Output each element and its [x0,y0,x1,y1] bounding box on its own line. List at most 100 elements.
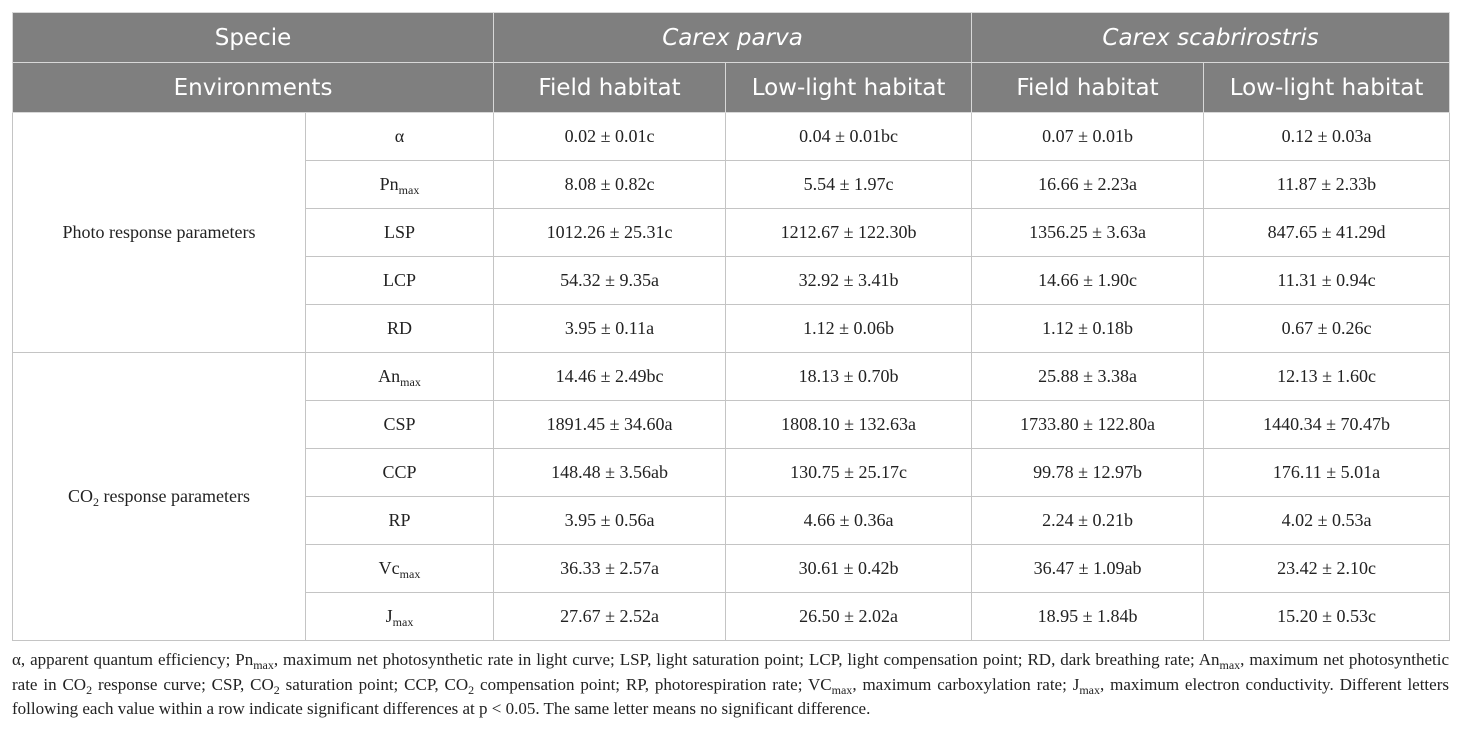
group-cell: Photo response parameters [12,112,306,353]
text-run: Vc [378,558,400,578]
text-run: , maximum net photosynthetic rate in lig… [273,650,1220,669]
text-run: , maximum carboxylation rate; J [852,674,1080,694]
param-cell: LCP [304,256,495,305]
value-cell: 36.47 ± 1.09ab [971,544,1205,593]
value-cell: 99.78 ± 12.97b [971,448,1205,497]
text-run: α [394,126,405,146]
data-row: CSP 1891.45 ± 34.60a 1808.10 ± 132.63a 1733… [13,400,1451,449]
subscript: 2 [93,495,100,509]
value-cell: 1356.25 ± 3.63a [971,208,1205,257]
param-cell: CCP [304,448,495,497]
value-cell: 1212.67 ± 122.30b [725,208,973,257]
value-cell: 130.75 ± 25.17c [725,448,973,497]
param-cell: RD [304,304,495,353]
value-cell: 0.04 ± 0.01bc [725,112,973,161]
header-row: Specie Carex parva Carex scabrirostris [11,12,1451,63]
value-cell: 847.65 ± 41.29d [1203,208,1451,257]
value-cell: 18.13 ± 0.70b [725,352,973,401]
value-cell: 54.32 ± 9.35a [493,256,727,305]
text-run: response curve; CSP, CO [92,674,274,694]
header-cell: Environments [11,62,495,113]
value-cell: 1.12 ± 0.06b [725,304,973,353]
value-cell: 14.46 ± 2.49bc [493,352,727,401]
value-cell: 32.92 ± 3.41b [725,256,973,305]
value-cell: 11.31 ± 0.94c [1203,256,1451,305]
value-cell: 0.02 ± 0.01c [493,112,727,161]
table: Specie Carex parva Carex scabrirostris E… [11,12,1451,641]
value-cell: 11.87 ± 2.33b [1203,160,1451,209]
value-cell: 14.66 ± 1.90c [971,256,1205,305]
group-cell: CO2 response parameters [12,352,306,641]
header-cell: Field habitat [971,62,1205,113]
value-cell: 23.42 ± 2.10c [1203,544,1451,593]
value-cell: 18.95 ± 1.84b [971,592,1205,641]
value-cell: 30.61 ± 0.42b [725,544,973,593]
header-cell: Low-light habitat [725,62,973,113]
header-cell: Carex parva [493,12,973,63]
text-run: RP [388,510,411,530]
header-row: Environments Field habitat Low-light hab… [11,62,1451,113]
subscript: 2 [273,682,280,697]
param-cell: LSP [304,208,495,257]
text-run: Pn [379,174,399,194]
param-cell: Pnmax [304,160,495,209]
header-cell: Field habitat [493,62,727,113]
text-run: LCP [383,270,417,290]
param-cell: Jmax [304,592,495,641]
param-cell: Anmax [304,352,495,401]
param-cell: RP [304,496,495,545]
value-cell: 1012.26 ± 25.31c [493,208,727,257]
text-run: , maximum electron conductivity. Differe… [12,674,1449,719]
value-cell: 1440.34 ± 70.47b [1203,400,1451,449]
subscript: max [399,567,421,581]
param-cell: CSP [304,400,495,449]
value-cell: 15.20 ± 0.53c [1203,592,1451,641]
text-run: response parameters [99,486,250,506]
subscript: 2 [468,682,475,697]
text-run: , maximum net photosynthetic rate in CO [12,650,1449,694]
data-row: RP 3.95 ± 0.56a 4.66 ± 0.36a 2.24 ± 0.21b 4.… [13,496,1451,545]
text-run: CCP [382,462,417,482]
header-cell: Carex scabrirostris [971,12,1451,63]
header-cell: Low-light habitat [1203,62,1451,113]
value-cell: 36.33 ± 2.57a [493,544,727,593]
data-row: Photo response parameters α 0.02 ± 0.01c 0.… [12,112,1451,353]
footnote: α, apparent quantum efficiency; Pnmax, m… [12,648,1449,722]
data-row: Jmax 27.67 ± 2.52a 26.50 ± 2.02a 18.95 ± 1.… [13,592,1451,641]
value-cell: 3.95 ± 0.11a [493,304,727,353]
text-run: LSP [383,222,416,242]
text-run: CSP [383,414,416,434]
value-cell: 0.12 ± 0.03a [1203,112,1451,161]
value-cell: 176.11 ± 5.01a [1203,448,1451,497]
value-cell: 27.67 ± 2.52a [493,592,727,641]
subscript: max [1219,658,1241,672]
data-row: Pnmax 8.08 ± 0.82c 5.54 ± 1.97c 16.66 ± 2.2… [13,160,1451,209]
text-run: CO [68,486,94,506]
value-cell: 1891.45 ± 34.60a [493,400,727,449]
subscript: max [392,615,414,629]
param-cell: Vcmax [304,544,495,593]
value-cell: 4.02 ± 0.53a [1203,496,1451,545]
subscript: max [1079,682,1100,697]
text-run: RD [387,318,413,338]
data-row: CO2 response parameters Anmax 14.46 ± 2.49… [12,352,1451,641]
text-run: saturation point; CCP, CO [279,674,469,694]
value-cell: 148.48 ± 3.56ab [493,448,727,497]
subscript: 2 [86,682,93,697]
value-cell: 1.12 ± 0.18b [971,304,1205,353]
value-cell: 25.88 ± 3.38a [971,352,1205,401]
text-run: Photo response parameters [62,222,256,242]
subscript: max [253,658,274,672]
value-cell: 8.08 ± 0.82c [493,160,727,209]
value-cell: 0.07 ± 0.01b [971,112,1205,161]
table-head: Specie Carex parva Carex scabrirostris E… [11,12,1451,113]
value-cell: 2.24 ± 0.21b [971,496,1205,545]
value-cell: 16.66 ± 2.23a [971,160,1205,209]
value-cell: 1733.80 ± 122.80a [971,400,1205,449]
value-cell: 0.67 ± 0.26c [1203,304,1451,353]
data-row: RD 3.95 ± 0.11a 1.12 ± 0.06b 1.12 ± 0.18b 0.… [13,304,1451,353]
value-cell: 5.54 ± 1.97c [725,160,973,209]
value-cell: 26.50 ± 2.02a [725,592,973,641]
subscript: max [400,375,421,389]
